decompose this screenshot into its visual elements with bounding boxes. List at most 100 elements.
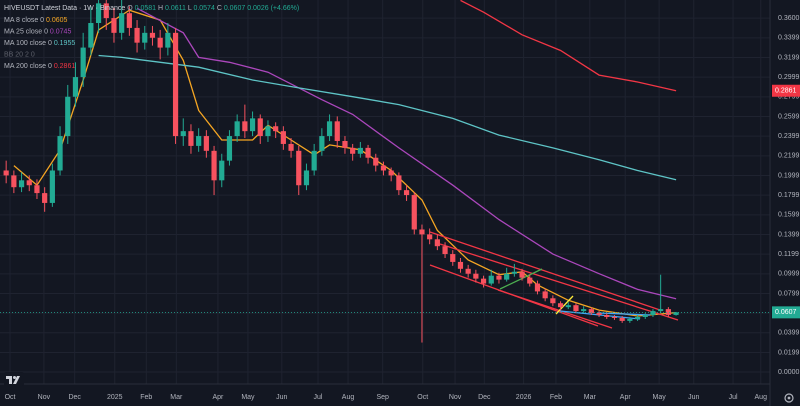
x-tick-label: 2026 — [516, 394, 532, 401]
candle-body — [280, 131, 286, 144]
plot-area — [0, 0, 770, 343]
candle-body — [180, 131, 186, 137]
symbol-title: HIVEUSDT Latest Data · 1W · Binance — [4, 5, 125, 12]
candle-body — [373, 157, 379, 166]
candle-body — [311, 150, 317, 171]
ma-lines — [13, 0, 677, 317]
candle-body — [95, 3, 102, 24]
ohlc-label: C — [217, 5, 222, 12]
legend-entry: MA 100 close 0 0.1955 — [4, 40, 75, 47]
y-tick-label: 0.1999 — [778, 172, 800, 179]
legend-name: MA 100 close 0 — [4, 40, 52, 47]
y-tick-label: 0.1799 — [778, 192, 800, 199]
x-tick-label: Feb — [550, 394, 562, 401]
ma-line — [136, 7, 677, 300]
candle-body — [211, 150, 217, 181]
candle-body — [226, 136, 233, 161]
candle-body — [550, 298, 556, 304]
candle-body — [542, 291, 548, 299]
x-tick-label: Aug — [755, 394, 768, 401]
trend-line — [555, 295, 574, 315]
y-tick-label: 0.1399 — [778, 231, 800, 238]
x-tick-label: Aug — [342, 394, 355, 401]
x-tick-label: Dec — [68, 394, 81, 401]
x-tick-label: May — [653, 394, 667, 401]
ohlc-value: 0.0611 — [165, 5, 186, 12]
candle-body — [350, 147, 356, 154]
candle-body — [634, 316, 641, 319]
legend-name: MA 8 close 0 — [4, 17, 44, 24]
grid — [0, 0, 770, 384]
candle-body — [303, 170, 310, 186]
x-tick-label: Dec — [478, 394, 491, 401]
last-price-label: 0.0607 — [775, 309, 797, 316]
legend-value: 0.2861 — [54, 63, 76, 70]
settings-icon[interactable] — [784, 393, 794, 403]
candle-body — [157, 37, 163, 48]
ma-price-label: 0.2861 — [775, 88, 797, 95]
ohlc-label: L — [188, 5, 192, 12]
y-tick-label: 0.0999 — [778, 271, 800, 278]
trend-line — [429, 231, 661, 311]
legend-entry: MA 200 close 0 0.2861 — [4, 63, 75, 70]
candle-body — [473, 273, 479, 279]
candle-body — [334, 121, 340, 141]
candle-body — [442, 246, 448, 255]
candle-body — [380, 165, 387, 171]
change-value: 0.0026 — [247, 5, 269, 12]
candle-body — [249, 118, 256, 132]
candle-body — [288, 143, 294, 151]
ma-line — [460, 0, 677, 92]
y-tick-label: 0.0799 — [778, 290, 800, 297]
candle-body — [465, 268, 471, 274]
candle-body — [504, 273, 510, 280]
candle-body — [534, 283, 541, 292]
candle-body — [673, 312, 679, 315]
candle-body — [196, 136, 202, 146]
candle-body — [172, 32, 179, 137]
candle-body — [596, 313, 602, 316]
candle-body — [88, 23, 94, 48]
candle-body — [496, 275, 502, 280]
ma-price-label-bg — [772, 84, 800, 97]
candle-body — [403, 190, 410, 196]
candle-body — [119, 13, 125, 33]
x-tick-label: Jul — [729, 394, 738, 401]
candle-body — [265, 126, 271, 137]
legend: HIVEUSDT Latest Data · 1W · Binance O 0.… — [4, 5, 299, 70]
y-tick-label: 0.0000 — [778, 369, 800, 376]
candle-body — [165, 32, 171, 48]
trend-line — [439, 243, 679, 321]
x-tick-label: Oct — [5, 394, 16, 401]
candle-body — [26, 180, 32, 186]
legend-entry: MA 8 close 0 0.0605 — [4, 17, 68, 24]
ohlc-label: O — [127, 5, 133, 12]
candle-body — [80, 47, 86, 78]
change-percent: (+4.66%) — [271, 5, 300, 12]
candle-body — [388, 170, 394, 176]
candle-body — [419, 229, 425, 235]
ohlc-value: 0.0574 — [193, 5, 215, 12]
candle-body — [581, 309, 587, 312]
candle-body — [34, 185, 40, 194]
candle-body — [126, 13, 132, 28]
candle-body — [18, 180, 25, 188]
candle-body — [319, 136, 325, 151]
candle-body — [396, 175, 402, 191]
tradingview-logo — [4, 372, 24, 386]
trend-line — [499, 268, 543, 290]
ma-line — [98, 54, 677, 181]
candle-body — [326, 121, 333, 137]
candle-body — [658, 309, 664, 312]
x-tick-label: Feb — [140, 394, 152, 401]
x-tick-label: Mar — [170, 394, 183, 401]
candle-body — [573, 305, 579, 312]
candle-body — [57, 136, 63, 171]
y-tick-label: 0.2999 — [778, 74, 800, 81]
candle-body — [273, 126, 279, 132]
x-tick-label: Nov — [38, 394, 51, 401]
x-tick-label: Sep — [376, 394, 389, 401]
candles — [0, 0, 770, 343]
legend-name: MA 200 close 0 — [4, 63, 52, 70]
indicator-label: BB 20 2 0 — [4, 51, 35, 58]
